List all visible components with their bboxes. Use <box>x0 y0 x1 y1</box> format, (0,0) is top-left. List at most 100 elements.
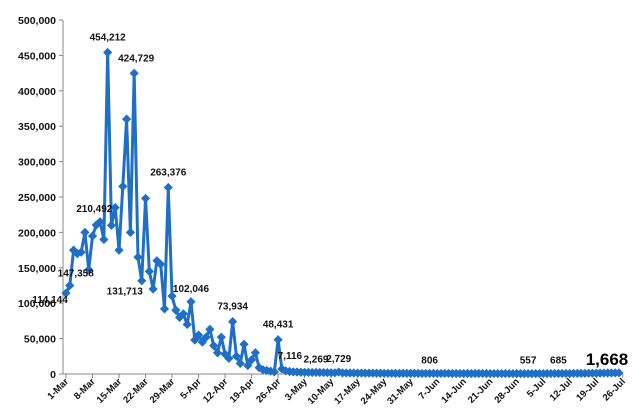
data-point <box>171 305 181 315</box>
data-point <box>95 217 105 227</box>
x-tick-label: 19-Apr <box>228 376 257 405</box>
series-markers <box>61 47 624 379</box>
data-point <box>250 348 260 358</box>
data-point <box>209 341 219 351</box>
data-point <box>239 339 249 349</box>
data-label: 806 <box>421 355 438 366</box>
x-tick-label: 22-Mar <box>121 376 151 406</box>
data-point <box>193 330 204 340</box>
data-label: 48,431 <box>263 320 294 331</box>
y-tick-label: 400,000 <box>18 86 56 98</box>
data-point <box>178 309 189 319</box>
data-point <box>125 227 135 237</box>
data-point <box>205 324 215 334</box>
data-label: 263,376 <box>150 168 187 179</box>
data-point <box>99 234 109 245</box>
x-tick-label: 14-Jun <box>439 376 469 406</box>
x-tick-label: 10-May <box>306 376 337 407</box>
data-point <box>167 291 177 301</box>
data-point <box>212 348 223 358</box>
data-point <box>148 284 158 294</box>
data-point <box>84 265 94 275</box>
data-label: 557 <box>520 356 537 367</box>
data-label: 454,212 <box>90 32 127 43</box>
data-point <box>228 317 238 327</box>
data-point <box>216 332 226 342</box>
y-tick-label: 300,000 <box>18 157 56 169</box>
data-point <box>182 319 192 330</box>
x-tick-label: 12-Jul <box>548 376 575 403</box>
data-point <box>129 68 139 78</box>
x-tick-label: 5-Jul <box>525 376 548 399</box>
data-point <box>65 280 75 291</box>
data-labels: 114,144 147,358 210,492 454,212 424,729 131,7… <box>32 32 628 368</box>
y-tick-label: 450,000 <box>18 50 56 62</box>
data-label: 73,934 <box>217 302 248 313</box>
data-point <box>159 304 170 314</box>
x-tick-label: 17-May <box>332 376 363 407</box>
data-point <box>201 332 211 342</box>
x-tick-label: 19-Jul <box>574 376 601 403</box>
data-point <box>114 245 124 255</box>
y-tick-label: 500,000 <box>18 15 56 27</box>
data-point <box>224 353 234 364</box>
y-tick-label: 200,000 <box>18 227 56 239</box>
series-line <box>64 50 620 376</box>
data-label: 147,358 <box>58 269 95 280</box>
y-axis-ticks: 0 50,000 100,000 150,000 200,000 250,000 300,0… <box>18 15 63 381</box>
data-label: 210,492 <box>76 204 113 215</box>
data-label: 114,144 <box>32 295 68 306</box>
y-tick-label: 250,000 <box>18 192 56 204</box>
data-label: 131,713 <box>107 287 144 298</box>
data-point <box>87 231 98 241</box>
x-tick-label: 31-May <box>385 376 416 407</box>
data-point <box>110 203 120 213</box>
data-point <box>76 247 86 257</box>
data-point <box>133 252 143 262</box>
data-label: 7,116 <box>278 351 303 362</box>
data-point <box>220 349 230 359</box>
y-tick-label: 100,000 <box>18 298 56 310</box>
data-point <box>273 335 283 345</box>
y-tick-label: 150,000 <box>18 263 56 275</box>
x-tick-label: 15-Mar <box>95 376 125 406</box>
data-label: 2,729 <box>326 354 351 365</box>
data-label: 102,046 <box>173 284 210 295</box>
data-point <box>118 181 128 191</box>
data-point <box>80 227 90 237</box>
data-point <box>235 358 245 368</box>
data-point <box>269 367 279 377</box>
data-point <box>186 297 196 307</box>
x-tick-label: 21-Jun <box>466 376 496 406</box>
data-point <box>61 288 71 298</box>
y-tick-label: 50,000 <box>24 334 56 346</box>
data-point <box>231 351 242 361</box>
data-point <box>197 337 207 347</box>
y-tick-label: 0 <box>50 369 56 381</box>
x-tick-label: 29-Mar <box>148 376 178 406</box>
data-point <box>106 220 117 230</box>
x-tick-label: 24-May <box>359 376 390 407</box>
data-point <box>144 266 154 276</box>
data-label: 2,269 <box>303 354 328 365</box>
data-point <box>277 364 287 374</box>
data-label: 685 <box>550 356 567 367</box>
x-tick-label: 26-Apr <box>254 376 283 405</box>
data-point <box>614 368 624 378</box>
x-tick-label: 28-Jun <box>492 376 522 406</box>
data-point <box>152 256 162 266</box>
data-point <box>156 259 166 269</box>
data-point <box>163 182 173 193</box>
data-point <box>243 360 253 371</box>
data-point <box>246 355 257 365</box>
y-tick-label: 350,000 <box>18 121 56 133</box>
data-point <box>254 363 264 373</box>
data-label: 424,729 <box>118 53 155 64</box>
data-point <box>140 193 151 204</box>
data-point <box>122 114 132 124</box>
data-point <box>103 47 113 58</box>
data-point <box>137 276 147 286</box>
data-label: 1,668 <box>586 350 629 369</box>
